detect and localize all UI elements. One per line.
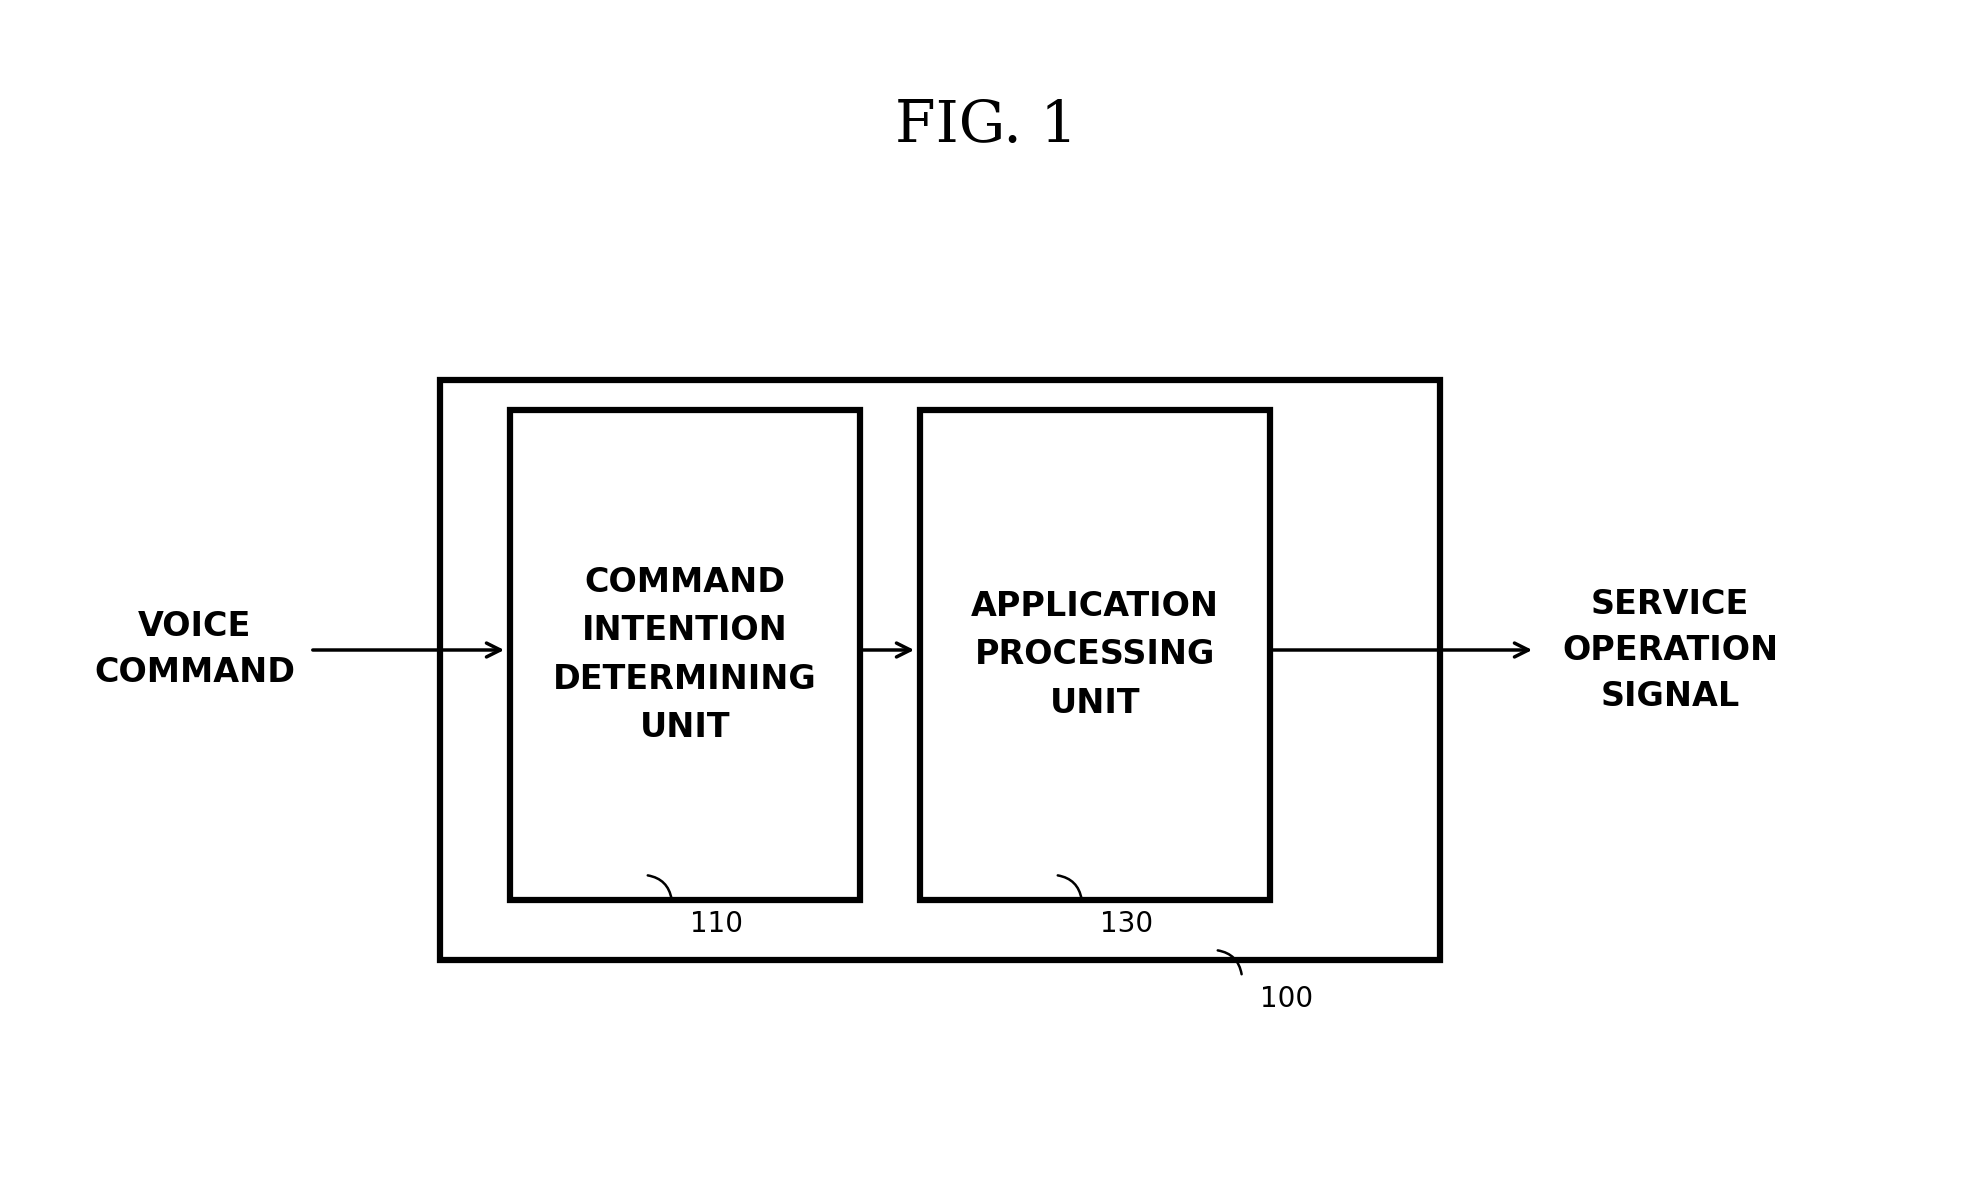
Text: 130: 130 [1100, 910, 1154, 938]
Text: 110: 110 [690, 910, 743, 938]
Bar [511, 411, 860, 900]
Text: FIG. 1: FIG. 1 [895, 98, 1077, 153]
Text: 100: 100 [1260, 985, 1313, 1013]
Text: VOICE
COMMAND: VOICE COMMAND [95, 610, 296, 689]
Text: APPLICATION
PROCESSING
UNIT: APPLICATION PROCESSING UNIT [970, 590, 1219, 721]
Bar [440, 379, 1440, 960]
Text: SERVICE
OPERATION
SIGNAL: SERVICE OPERATION SIGNAL [1562, 588, 1779, 712]
Text: COMMAND
INTENTION
DETERMINING
UNIT: COMMAND INTENTION DETERMINING UNIT [552, 566, 816, 745]
Bar [921, 411, 1270, 900]
